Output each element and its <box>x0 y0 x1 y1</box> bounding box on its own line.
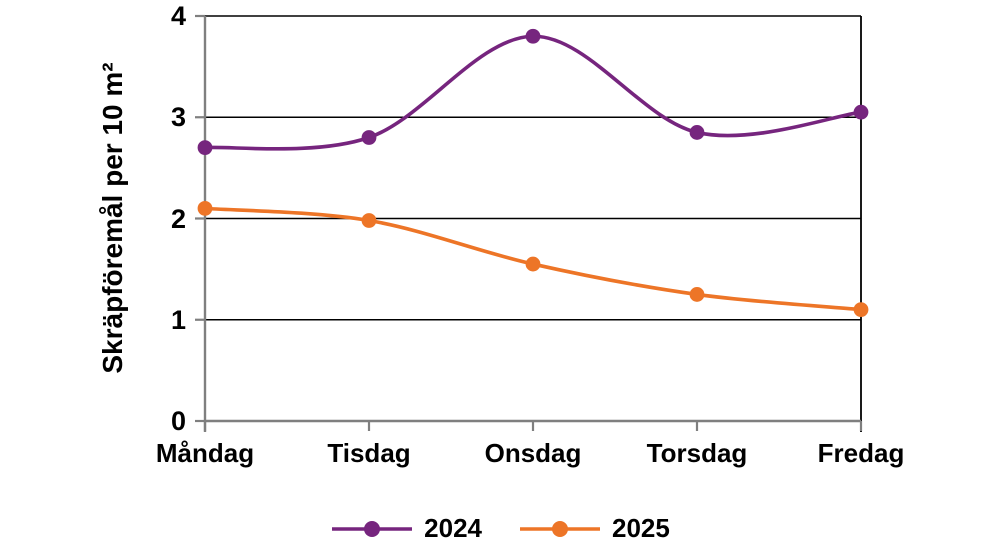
x-tick-label-tisdag: Tisdag <box>327 438 411 468</box>
chart-legend: 2024 2025 <box>0 513 1000 544</box>
x-tick-label-mandag: Måndag <box>155 438 255 468</box>
legend-label-2024: 2024 <box>424 513 482 543</box>
legend-swatch-2024-icon <box>332 520 413 537</box>
series-marker-2025-0 <box>197 200 213 216</box>
legend-item-2024: 2024 <box>330 513 482 544</box>
series-marker-2025-2 <box>525 256 541 272</box>
x-tick-label-onsdag: Onsdag <box>484 438 582 468</box>
x-tick-label-fredag: Fredag <box>817 438 905 468</box>
legend-item-2025: 2025 <box>518 513 670 544</box>
series-line-2024 <box>203 34 863 151</box>
y-axis-title: Skräpföremål per 10 m² <box>97 62 128 374</box>
legend-swatch-2025-icon <box>520 520 600 537</box>
series-marker-2024-2 <box>525 28 541 44</box>
series-marker-2025-3 <box>689 287 705 302</box>
x-tick-label-torsdag: Torsdag <box>646 438 748 468</box>
series-marker-2024-3 <box>689 125 705 140</box>
series-marker-2024-0 <box>197 140 213 156</box>
series-marker-2025-4 <box>853 302 869 318</box>
series-marker-2024-1 <box>361 130 377 145</box>
series-marker-2024-4 <box>853 104 869 120</box>
series-marker-2025-1 <box>361 213 377 228</box>
legend-label-2025: 2025 <box>612 513 670 543</box>
